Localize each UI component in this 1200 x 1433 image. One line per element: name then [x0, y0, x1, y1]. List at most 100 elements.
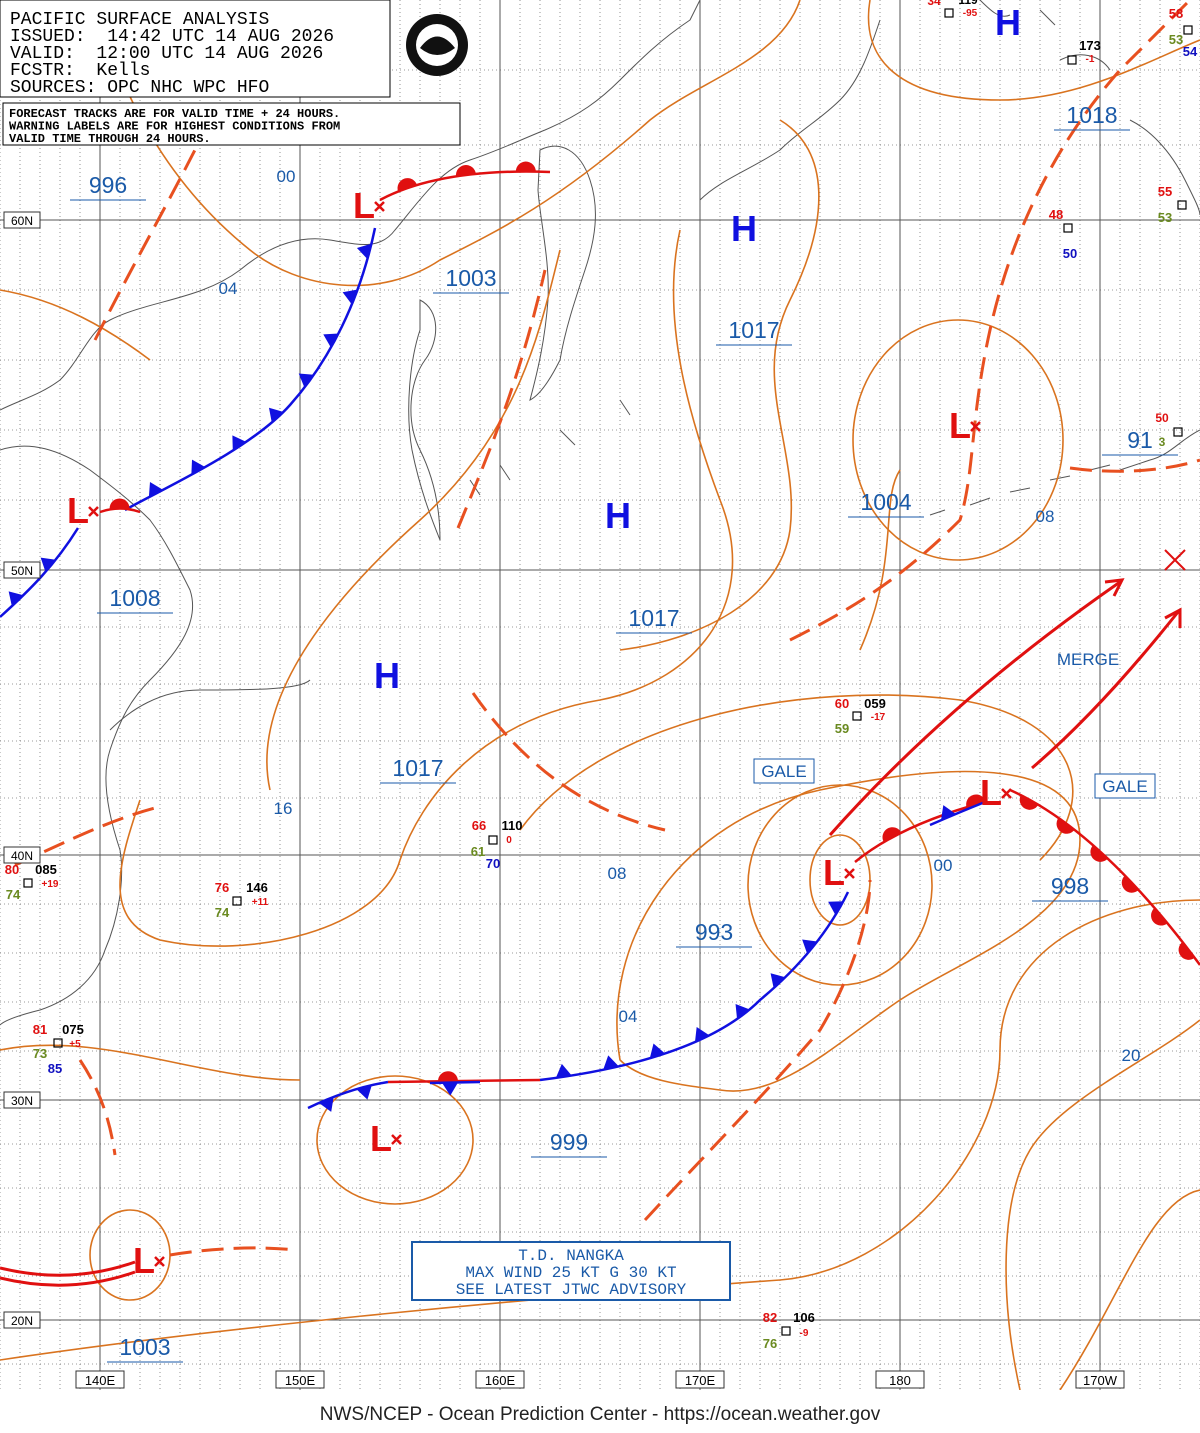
warning-box — [1094, 773, 1156, 799]
station-value: 53 — [1158, 210, 1172, 225]
cold-front-triangle — [356, 243, 372, 260]
cold-front-triangle — [694, 1027, 710, 1043]
pressure-label: 993 — [695, 919, 733, 945]
pressure-label: 1017 — [392, 755, 443, 781]
header-line: SOURCES: OPC NHC WPC HFO — [10, 78, 269, 98]
station-value: 76 — [215, 880, 229, 895]
warm-front-semicircle — [966, 794, 986, 808]
isobar-label: 16 — [274, 799, 293, 818]
station-marker — [852, 711, 862, 721]
cold-front-triangle — [148, 481, 164, 498]
isobar-label: 00 — [277, 167, 296, 186]
cold-front-symbol — [323, 333, 339, 348]
latitude-label-box — [3, 1311, 41, 1329]
cold-front-symbol — [268, 407, 284, 423]
low-center-x — [970, 421, 981, 432]
pressure-label: 1008 — [109, 585, 160, 611]
cold-front-triangle — [8, 591, 24, 607]
cold-front-triangle — [555, 1063, 572, 1078]
warm-front-semicircle — [882, 827, 902, 842]
cold-front-symbol — [356, 243, 372, 260]
warm-front-semicircle — [515, 161, 536, 172]
longitude-label: 170W — [1083, 1373, 1118, 1388]
isobar-label: 20 — [1122, 1046, 1141, 1065]
warm-front-symbol — [966, 794, 986, 808]
low-center-x — [844, 868, 855, 879]
isobar-label: 04 — [219, 279, 238, 298]
pressure-label: 1004 — [860, 489, 911, 515]
station-value: 61 — [471, 844, 485, 859]
header-line: VALID: 12:00 UTC 14 AUG 2026 — [10, 44, 323, 64]
warm-front-symbol — [456, 165, 476, 177]
station-marker — [232, 896, 242, 906]
cold-front-symbol — [318, 1096, 334, 1112]
latitude-label: 30N — [11, 1094, 33, 1108]
cold-front-triangle — [770, 973, 786, 989]
warm-front-symbol — [1121, 875, 1139, 893]
warm-front-symbol — [1090, 845, 1108, 862]
station-marker — [23, 878, 33, 888]
cold-front-symbol — [735, 1004, 750, 1020]
header-line: ISSUED: 14:42 UTC 14 AUG 2026 — [10, 27, 334, 47]
isobar-label: 08 — [608, 864, 627, 883]
longitude-label-box — [275, 1370, 325, 1389]
latitude-label-box — [3, 846, 41, 864]
warm-front-symbol — [515, 161, 536, 172]
station-value: 50 — [1155, 411, 1169, 425]
station-value: 0 — [506, 835, 512, 846]
station-value: +11 — [252, 897, 269, 908]
station-value: 55 — [1158, 184, 1172, 199]
forecast-tracks — [0, 549, 1186, 1287]
station-value: 34 — [927, 0, 941, 8]
pressure-label: 91 — [1127, 427, 1153, 453]
cold-front-symbol — [40, 557, 56, 573]
warm-front-semicircle — [1090, 845, 1108, 862]
warm-front-symbol — [882, 827, 902, 842]
station-value: -9 — [800, 1328, 809, 1339]
warning-label: GALE — [761, 762, 806, 781]
cold-front-triangle — [323, 333, 339, 348]
isobar-label: 08 — [1036, 507, 1055, 526]
warm-front-semicircle — [1178, 941, 1195, 960]
station-value: +19 — [42, 879, 59, 890]
station-value: 075 — [62, 1022, 84, 1037]
station-value: +5 — [69, 1039, 81, 1050]
coastlines — [0, 0, 1200, 1026]
high-center: H — [605, 495, 631, 536]
station-value: 58 — [1169, 6, 1183, 21]
station-value: 54 — [1183, 44, 1198, 59]
station-value: -17 — [871, 712, 886, 723]
note-line: FORECAST TRACKS ARE FOR VALID TIME + 24 … — [9, 107, 340, 121]
pressure-label: 1017 — [728, 317, 779, 343]
station-value: 76 — [763, 1336, 777, 1351]
cold-front-symbol — [555, 1063, 572, 1078]
cold-front — [307, 1080, 389, 1110]
station-value: -95 — [963, 8, 978, 19]
station-value: 50 — [1063, 246, 1077, 261]
station-value: 3 — [1159, 435, 1166, 449]
high-center: H — [995, 2, 1021, 43]
high-center: H — [731, 208, 757, 249]
station-value: 173 — [1079, 38, 1101, 53]
cold-front-triangle — [232, 435, 247, 451]
low-center: L — [133, 1240, 155, 1281]
station-value: 146 — [246, 880, 268, 895]
cold-front-triangle — [603, 1055, 619, 1070]
footer: NWS/NCEP - Ocean Prediction Center - htt… — [320, 1404, 881, 1425]
station-value: -1 — [1086, 54, 1095, 65]
low-center: L — [949, 405, 971, 446]
labels: 996 1003 1017 1008 1004 1018 1017 1017 993 998 999… — [5, 0, 1198, 1363]
cold-front-triangle — [298, 373, 314, 388]
latitude-label-box — [3, 1091, 41, 1109]
cold-front — [0, 527, 80, 618]
warm-front-symbol — [1019, 794, 1039, 810]
station-value: 59 — [835, 721, 849, 736]
pressure-label: 996 — [89, 172, 127, 198]
pressure-label: 998 — [1051, 873, 1089, 899]
cold-front-symbol — [603, 1055, 619, 1070]
footer-band — [0, 1390, 1200, 1433]
header-line: PACIFIC SURFACE ANALYSIS — [10, 10, 269, 30]
header-box — [0, 0, 391, 98]
cold-front — [929, 800, 986, 827]
warm-front-semicircle — [1019, 794, 1039, 810]
